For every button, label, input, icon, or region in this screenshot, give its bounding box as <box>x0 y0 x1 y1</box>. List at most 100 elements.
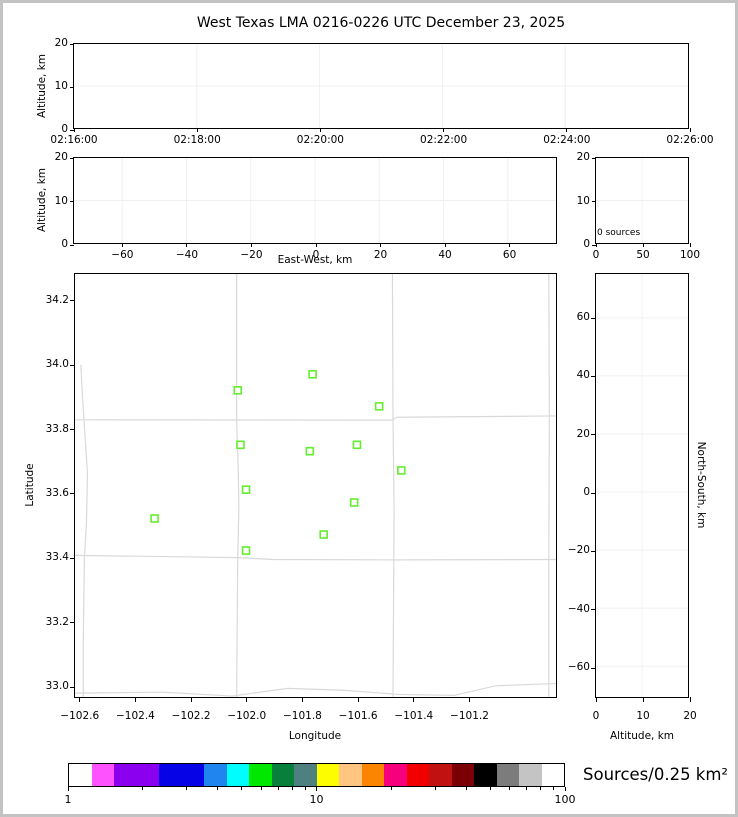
colorbar-minor-tick-mark <box>291 787 293 790</box>
y-tick-label: −40 <box>567 602 590 615</box>
colorbar-minor-tick-mark <box>142 787 144 790</box>
plan_view-x-axis-label: Longitude <box>288 730 342 742</box>
x-tick-mark <box>73 128 75 132</box>
county-border-line <box>75 554 556 561</box>
source-count-annotation: 0 sources <box>597 228 641 238</box>
ew_height-y-axis-label: Altitude, km <box>36 167 48 233</box>
x-tick-label: 20 <box>373 249 388 261</box>
x-tick-label: 50 <box>636 249 650 261</box>
ns_height-x-axis-label: Altitude, km <box>609 730 675 742</box>
x-tick-mark <box>595 697 597 702</box>
x-tick-mark <box>689 128 691 132</box>
y-tick-label: −20 <box>567 544 590 557</box>
colorbar-tick-label: 1 <box>64 793 72 806</box>
y-tick-label: 10 <box>54 80 68 93</box>
x-tick-label: −102.0 <box>227 710 267 722</box>
colorbar-segment <box>496 764 519 786</box>
colorbar-minor-tick-mark <box>186 787 188 790</box>
colorbar-segment <box>249 764 272 786</box>
colorbar-segment <box>339 764 362 786</box>
colorbar-segment <box>541 764 564 786</box>
colorbar-label: Sources/0.25 km² <box>583 765 729 784</box>
x-tick-label: −60 <box>111 249 134 261</box>
x-tick-mark <box>444 243 446 247</box>
colorbar-segment <box>69 764 92 786</box>
x-tick-label: 02:16:00 <box>50 134 98 146</box>
y-tick-label: 20 <box>576 427 590 440</box>
county-border-line <box>80 364 89 697</box>
plot-title: West Texas LMA 0216-0226 UTC December 23… <box>196 15 566 31</box>
y-tick-label: 0 <box>61 123 68 136</box>
x-tick-mark <box>250 243 252 247</box>
colorbar-tick-mark <box>316 787 317 791</box>
y-tick-label: 10 <box>576 194 590 207</box>
x-tick-mark <box>566 128 568 132</box>
y-tick-mark <box>70 157 74 159</box>
y-tick-mark <box>70 364 75 366</box>
colorbar-minor-tick-mark <box>241 787 243 790</box>
x-tick-label: −101.8 <box>283 710 322 722</box>
x-tick-mark <box>134 697 136 702</box>
colorbar-minor-tick-mark <box>390 787 392 790</box>
colorbar-tick-label: 10 <box>309 793 324 806</box>
plot-area <box>74 158 556 243</box>
x-tick-label: 02:18:00 <box>173 134 221 146</box>
y-tick-label: 60 <box>576 311 590 324</box>
y-tick-mark <box>591 317 596 319</box>
y-tick-mark <box>591 434 596 436</box>
x-tick-label: 40 <box>438 249 452 261</box>
lma-station-marker <box>308 370 317 379</box>
colorbar-segment <box>384 764 407 786</box>
y-tick-mark <box>70 557 75 559</box>
x-tick-label: 02:20:00 <box>296 134 344 146</box>
x-tick-mark <box>689 697 691 702</box>
colorbar-segment <box>361 764 384 786</box>
colorbar-minor-tick-mark <box>526 787 527 790</box>
x-tick-mark <box>642 697 644 702</box>
plot-area <box>74 44 688 128</box>
county-border-line <box>548 274 550 697</box>
time-height-panel: 02:16:00 02:18:00 02:20:00 02:22:00 02:24:00… <box>50 38 713 146</box>
plot-area <box>596 274 688 697</box>
lma-station-marker <box>236 440 245 450</box>
x-tick-mark <box>413 697 415 702</box>
y-tick-mark <box>70 300 75 302</box>
y-tick-mark <box>591 667 596 669</box>
x-tick-mark <box>190 697 192 702</box>
north-south-height-panel: 0 10 20 −60 −40 −20 0 20 40 60 <box>568 273 697 722</box>
y-tick-mark <box>70 493 75 495</box>
x-tick-label: 02:22:00 <box>420 134 468 146</box>
x-tick-mark <box>315 243 317 247</box>
plan_view-y-axis-label: Latitude <box>24 463 36 507</box>
ew_height-x-axis-label: East-West, km <box>277 254 353 266</box>
colorbar-segment <box>429 764 452 786</box>
colorbar-segment <box>519 764 542 786</box>
colorbar-minor-tick-mark <box>217 787 219 790</box>
county-border-line <box>75 415 556 421</box>
x-tick-label: 02:24:00 <box>543 134 591 146</box>
x-tick-label: −101.4 <box>394 710 434 722</box>
x-tick-label: −102.6 <box>60 710 100 722</box>
lma-station-marker <box>241 546 251 555</box>
x-tick-label: 0 <box>312 249 320 261</box>
county-border-line <box>391 274 395 697</box>
x-tick-mark <box>642 243 644 247</box>
y-tick-label: 0 <box>61 238 68 251</box>
lma-station-marker <box>319 530 328 539</box>
x-tick-label: 02:26:00 <box>666 134 714 146</box>
x-tick-label: −40 <box>175 249 199 261</box>
colorbar-tick-mark <box>564 787 566 791</box>
y-tick-mark <box>70 129 74 131</box>
x-tick-label: 60 <box>502 249 517 261</box>
time_height-y-axis-label: Altitude, km <box>36 53 48 119</box>
colorbar-segment <box>271 764 294 786</box>
y-tick-mark <box>70 244 74 246</box>
x-tick-mark <box>196 128 198 132</box>
y-tick-mark <box>591 550 596 552</box>
x-tick-label: −101.6 <box>338 710 378 722</box>
colorbar-segment <box>294 764 317 786</box>
lma-station-marker <box>349 498 359 507</box>
y-tick-mark <box>591 375 596 377</box>
y-tick-mark <box>70 686 75 688</box>
y-tick-label: 20 <box>54 37 68 50</box>
